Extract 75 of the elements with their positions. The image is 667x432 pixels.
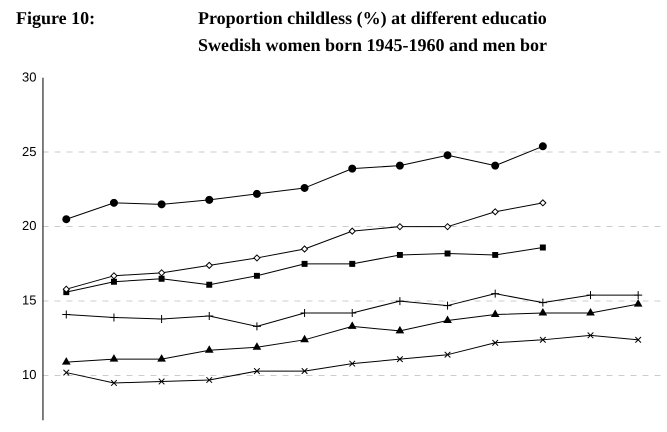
y-tick-label: 15: [22, 292, 36, 308]
point: [158, 378, 165, 385]
point: [491, 310, 500, 318]
point: [539, 199, 546, 206]
point: [587, 332, 594, 339]
point: [206, 376, 213, 384]
point: [204, 311, 214, 320]
point: [301, 368, 308, 374]
point: [254, 368, 260, 374]
point: [586, 308, 594, 316]
point: [395, 296, 404, 306]
chart-title: Figure 10:: [15, 7, 96, 30]
point: [348, 360, 356, 367]
point: [252, 342, 261, 350]
point: [300, 184, 309, 192]
point: [396, 162, 404, 170]
point: [586, 290, 596, 300]
point: [301, 246, 308, 252]
point: [205, 196, 214, 204]
point: [634, 290, 643, 300]
point: [110, 354, 118, 362]
point: [62, 358, 70, 365]
point: [252, 190, 261, 198]
point: [348, 322, 356, 329]
point: [396, 326, 404, 334]
point: [538, 142, 547, 150]
point: [158, 200, 166, 208]
point: [396, 252, 403, 258]
text: Proportion childless (%) at different educatio: [198, 8, 547, 28]
point: [634, 336, 642, 344]
point: [62, 369, 70, 376]
point: [349, 260, 356, 267]
point: [444, 351, 451, 358]
point: [444, 250, 451, 256]
point: [253, 254, 260, 262]
point: [110, 278, 117, 285]
point: [396, 223, 404, 230]
y-tick-label: 25: [22, 144, 36, 159]
point: [538, 308, 547, 316]
point: [444, 223, 452, 230]
y-tick-label: 10: [22, 367, 36, 382]
point: [157, 314, 166, 324]
point: [110, 198, 118, 207]
point: [492, 339, 499, 346]
point: [206, 262, 213, 269]
y-tick-label: 30: [22, 69, 36, 84]
point: [348, 228, 356, 235]
point: [490, 289, 500, 298]
point: [491, 162, 500, 170]
text: Swedish women born 1945-1960 and men bor: [198, 35, 548, 55]
point: [158, 276, 165, 282]
point: [158, 354, 166, 362]
point: [492, 208, 499, 216]
point: [205, 346, 214, 353]
point: [540, 336, 546, 344]
point: [492, 252, 498, 258]
point: [62, 310, 71, 320]
point: [302, 260, 308, 267]
y-tick-label: 20: [22, 218, 36, 234]
point: [254, 272, 260, 279]
point: [444, 316, 452, 323]
point: [634, 300, 642, 307]
point: [300, 335, 309, 342]
point: [110, 380, 118, 386]
point: [444, 151, 452, 160]
point: [540, 244, 546, 250]
point: [252, 322, 262, 331]
point: [443, 301, 452, 310]
point: [110, 272, 118, 280]
point: [396, 356, 404, 362]
point: [109, 312, 118, 322]
point: [538, 298, 548, 308]
point: [62, 215, 70, 224]
point: [348, 164, 356, 173]
point: [158, 269, 166, 276]
